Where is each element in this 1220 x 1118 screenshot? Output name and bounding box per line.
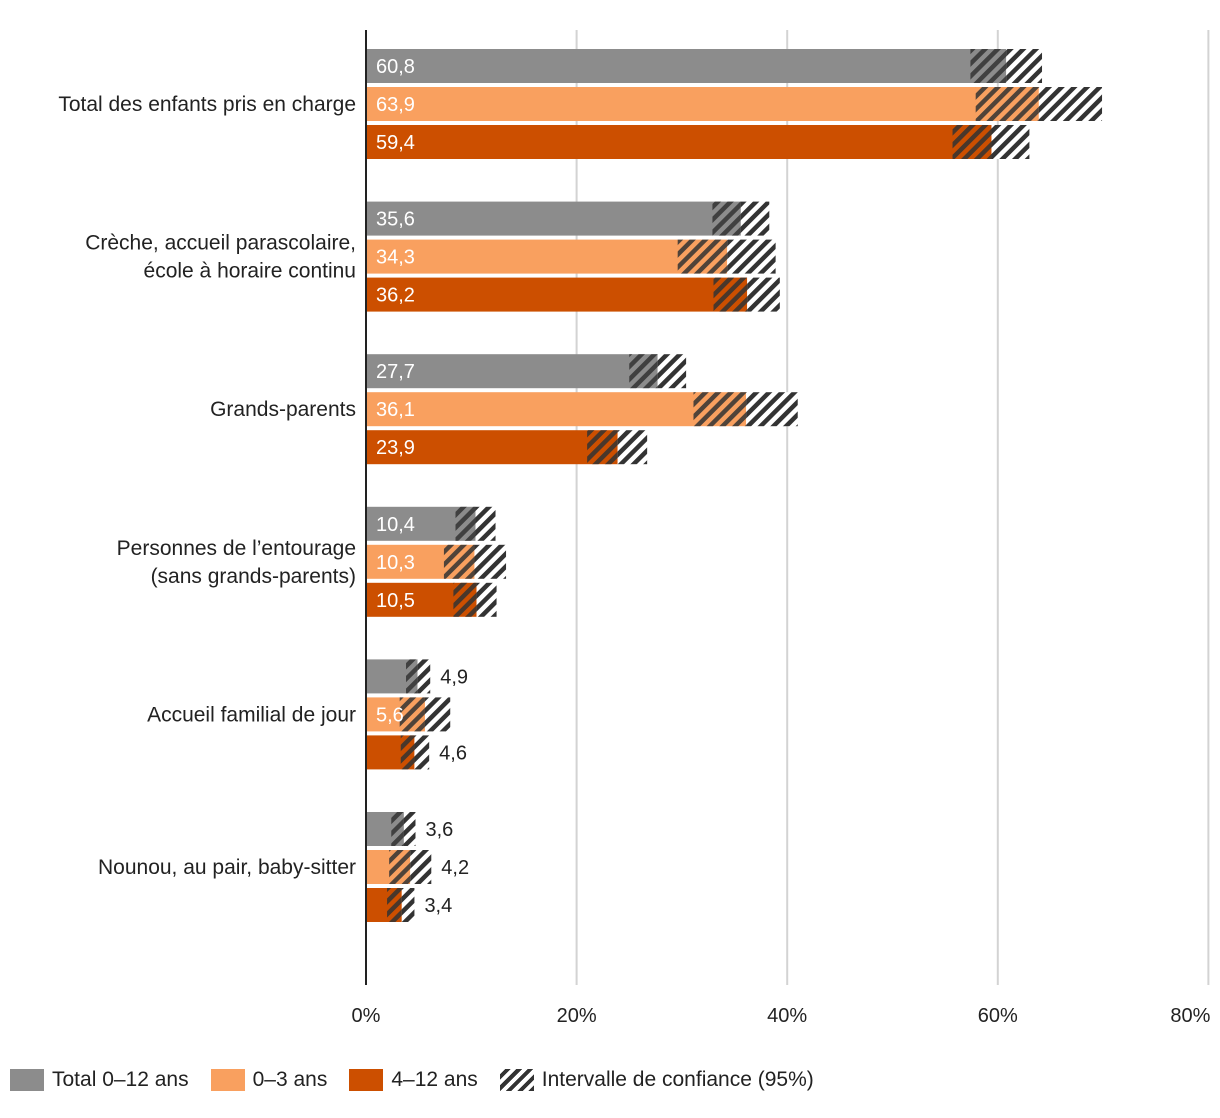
ci-upper-hatch <box>403 812 416 846</box>
category-label: (sans grands-parents) <box>151 565 356 588</box>
data-label: 36,1 <box>376 399 415 421</box>
legend-swatch-total <box>10 1069 44 1091</box>
ci-lower-hatch <box>400 735 415 770</box>
legend-item-total: Total 0–12 ans <box>10 1068 189 1092</box>
legend-label-0-3: 0–3 ans <box>252 1068 328 1091</box>
ci-lower-hatch <box>693 392 747 427</box>
x-tick-label: 0% <box>352 1005 381 1027</box>
ci-lower-hatch <box>391 812 404 846</box>
data-label: 3,6 <box>425 819 453 841</box>
bar <box>366 125 992 159</box>
x-tick-label: 40% <box>767 1005 807 1027</box>
bars <box>366 49 1103 922</box>
ci-upper-hatch <box>476 582 497 617</box>
ci-lower-hatch <box>970 49 1007 83</box>
legend-swatch-4-12 <box>349 1069 384 1091</box>
data-label: 10,4 <box>376 514 415 536</box>
ci-lower-hatch <box>389 850 411 884</box>
bar <box>366 49 1007 83</box>
data-label: 34,3 <box>376 247 415 269</box>
legend-swatch-ci <box>499 1069 534 1091</box>
ci-lower-hatch <box>387 888 402 922</box>
data-label: 23,9 <box>376 437 415 459</box>
data-label: 4,6 <box>439 742 467 764</box>
data-label: 4,9 <box>440 666 468 688</box>
data-label: 10,5 <box>376 590 415 612</box>
data-label: 3,4 <box>424 895 452 917</box>
ci-lower-hatch <box>712 201 741 236</box>
data-label: 59,4 <box>376 132 415 154</box>
legend-label-ci: Intervalle de confiance (95%) <box>541 1068 814 1091</box>
category-label: Accueil familial de jour <box>147 703 356 726</box>
ci-upper-hatch <box>410 850 432 884</box>
gridlines <box>575 30 1210 985</box>
legend: Total 0–12 ans 0–3 ans 4–12 ans Interval… <box>10 1068 836 1092</box>
ci-lower-hatch <box>453 582 477 617</box>
ci-lower-hatch <box>713 277 748 312</box>
labels: 60,8 63,9 59,4 Total des enfants pris en ch… <box>58 56 469 917</box>
data-label: 63,9 <box>376 94 415 116</box>
ci-lower-hatch <box>677 239 728 274</box>
ci-upper-hatch <box>617 430 648 465</box>
ci-upper-hatch <box>414 735 430 770</box>
category-label: Nounou, au pair, baby-sitter <box>98 856 356 879</box>
category-label: Personnes de l’entourage <box>117 537 356 560</box>
ci-upper-hatch <box>417 659 431 694</box>
ci-upper-hatch <box>424 697 451 732</box>
data-label: 5,6 <box>376 704 404 726</box>
ci-upper-hatch <box>1006 49 1043 83</box>
legend-label-4-12: 4–12 ans <box>391 1068 478 1091</box>
x-tick-label: 80% <box>1170 1005 1210 1027</box>
bar <box>366 239 728 274</box>
ci-lower-hatch <box>975 87 1039 121</box>
ci-upper-hatch <box>401 888 415 922</box>
ci-lower-hatch <box>406 659 418 694</box>
bar <box>366 430 618 465</box>
ci-lower-hatch <box>952 125 992 159</box>
ci-upper-hatch <box>474 544 507 579</box>
ci-upper-hatch <box>991 125 1030 159</box>
legend-item-0-3: 0–3 ans <box>210 1068 328 1092</box>
ci-lower-hatch <box>455 506 476 541</box>
bar <box>366 354 658 389</box>
category-label: école à horaire continu <box>144 260 356 283</box>
ci-upper-hatch <box>475 506 496 541</box>
ci-upper-hatch <box>727 239 776 274</box>
ci-upper-hatch <box>740 201 770 236</box>
axis: 0% 20% 40% 60% 80% <box>352 30 1211 1027</box>
ci-lower-hatch <box>443 544 475 579</box>
bar <box>366 87 1039 121</box>
data-label: 27,7 <box>376 361 415 383</box>
legend-item-ci: Intervalle de confiance (95%) <box>499 1068 814 1092</box>
data-label: 10,3 <box>376 552 415 574</box>
ci-upper-hatch <box>1038 87 1103 121</box>
ci-lower-hatch <box>587 430 618 465</box>
legend-label-total: Total 0–12 ans <box>52 1068 189 1091</box>
ci-lower-hatch <box>629 354 658 389</box>
data-label: 36,2 <box>376 285 415 307</box>
bar <box>366 277 748 312</box>
data-label: 60,8 <box>376 56 415 78</box>
data-label: 35,6 <box>376 209 415 231</box>
x-tick-label: 20% <box>557 1005 597 1027</box>
ci-upper-hatch <box>746 392 798 427</box>
ci-lower-hatch <box>399 697 425 732</box>
x-tick-label: 60% <box>978 1005 1018 1027</box>
data-label: 4,2 <box>441 857 469 879</box>
category-label: Crèche, accueil parascolaire, <box>85 232 356 255</box>
bar <box>366 392 747 427</box>
bar <box>366 201 741 236</box>
ci-upper-hatch <box>657 354 687 389</box>
legend-swatch-0-3 <box>210 1069 245 1091</box>
legend-item-4-12: 4–12 ans <box>349 1068 478 1092</box>
category-label: Total des enfants pris en charge <box>58 93 356 116</box>
category-label: Grands-parents <box>210 398 356 421</box>
ci-upper-hatch <box>747 277 780 312</box>
